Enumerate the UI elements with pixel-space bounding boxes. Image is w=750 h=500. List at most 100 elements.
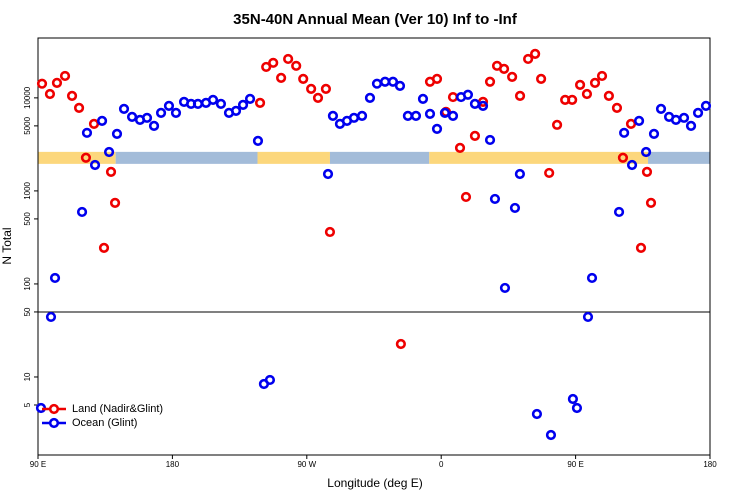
legend-marker (48, 417, 60, 429)
data-point (507, 71, 518, 83)
surface-band-segment (648, 151, 710, 164)
data-point (692, 107, 704, 118)
data-point (379, 76, 391, 87)
data-point (51, 77, 63, 88)
data-point (633, 115, 645, 126)
surface-band-segment (115, 151, 258, 164)
data-point (582, 311, 594, 323)
data-point (118, 103, 130, 114)
x-tick-label: 0 (439, 460, 444, 469)
data-point (484, 76, 496, 87)
y-tick-label: 50 (23, 307, 32, 316)
data-point (59, 70, 71, 82)
data-point (655, 103, 667, 114)
x-tick-label: 180 (166, 460, 180, 469)
chart-title: 35N-40N Annual Mean (Ver 10) Inf to -Inf (233, 11, 518, 28)
data-point (36, 78, 48, 89)
plot-frame (37, 37, 711, 456)
data-point (66, 90, 78, 101)
y-tick-label: 100 (23, 277, 32, 291)
data-point (371, 78, 383, 89)
data-point (163, 100, 175, 111)
x-tick-label: 90 W (297, 460, 316, 469)
data-point (536, 73, 547, 84)
data-point (589, 77, 601, 88)
data-point (244, 93, 256, 104)
data-point (356, 110, 368, 121)
data-point (98, 242, 110, 253)
data-point (103, 146, 115, 158)
legend-label: Land (Nadir&Glint) (72, 403, 163, 415)
data-point (387, 76, 399, 87)
data-point (640, 146, 652, 158)
data-point (44, 88, 56, 100)
data-point (306, 83, 317, 94)
data-point (230, 105, 242, 116)
data-point (551, 119, 563, 130)
data-point (670, 114, 682, 125)
data-point (685, 120, 697, 131)
data-point (523, 53, 534, 65)
data-point (45, 311, 57, 323)
data-point (531, 408, 543, 420)
data-point (514, 168, 525, 180)
x-axis-label: Longitude (deg E) (327, 476, 422, 490)
data-point (581, 88, 593, 100)
y-tick-label: 1000 (23, 181, 32, 199)
data-point (298, 73, 309, 84)
data-point (364, 92, 376, 103)
data-point (460, 191, 472, 203)
data-point (395, 338, 406, 350)
y-axis-label: N Total (0, 227, 14, 264)
data-point (514, 90, 526, 101)
data-point (499, 282, 511, 294)
data-point (617, 152, 629, 163)
data-point (571, 402, 583, 414)
data-point (80, 152, 92, 163)
data-point (641, 166, 653, 178)
data-point (254, 97, 266, 108)
data-point (545, 429, 557, 441)
data-point (439, 107, 451, 118)
data-point (477, 100, 489, 111)
y-tick-label: 10 (23, 372, 32, 381)
data-point (544, 167, 555, 179)
data-point (567, 94, 578, 105)
surface-band-segment (329, 151, 430, 164)
x-tick-label: 90 E (30, 460, 46, 469)
data-point (207, 94, 219, 105)
data-point (324, 226, 336, 238)
data-point (126, 111, 138, 122)
data-point (312, 92, 324, 103)
data-point (155, 107, 167, 118)
data-point (264, 374, 276, 386)
data-point (586, 272, 598, 284)
data-point (402, 110, 413, 121)
data-point (678, 112, 690, 123)
y-tick-label: 10000 (23, 86, 32, 109)
data-point (81, 127, 93, 138)
data-point (276, 72, 287, 83)
data-point (111, 128, 123, 139)
data-point (431, 123, 443, 134)
data-point (447, 91, 459, 103)
data-point (96, 115, 108, 126)
data-point (170, 107, 182, 118)
data-point (327, 110, 339, 121)
data-point (88, 118, 100, 130)
data-point (252, 135, 264, 146)
data-point (603, 90, 615, 101)
data-point (49, 272, 61, 284)
data-point (447, 110, 459, 121)
y-tick-label: 5000 (23, 116, 32, 134)
data-point (619, 127, 630, 138)
data-point (454, 142, 466, 153)
y-tick-label: 500 (23, 212, 32, 226)
data-point (625, 118, 637, 130)
legend-marker (48, 403, 60, 415)
data-point (700, 100, 712, 111)
data-point (574, 79, 586, 90)
data-point (105, 166, 117, 178)
data-point (645, 197, 657, 209)
